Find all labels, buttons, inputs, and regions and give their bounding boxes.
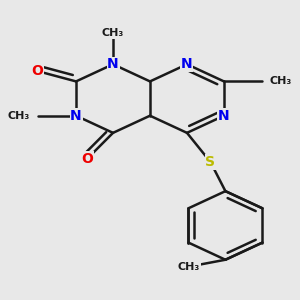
- Text: N: N: [107, 57, 119, 71]
- Text: CH₃: CH₃: [8, 111, 30, 121]
- Text: CH₃: CH₃: [270, 76, 292, 86]
- Text: CH₃: CH₃: [102, 28, 124, 38]
- Text: S: S: [206, 155, 215, 169]
- Text: N: N: [181, 57, 193, 71]
- Text: N: N: [70, 109, 82, 123]
- Text: CH₃: CH₃: [178, 262, 200, 272]
- Text: N: N: [218, 109, 230, 123]
- Text: O: O: [32, 64, 44, 78]
- Text: O: O: [82, 152, 93, 166]
